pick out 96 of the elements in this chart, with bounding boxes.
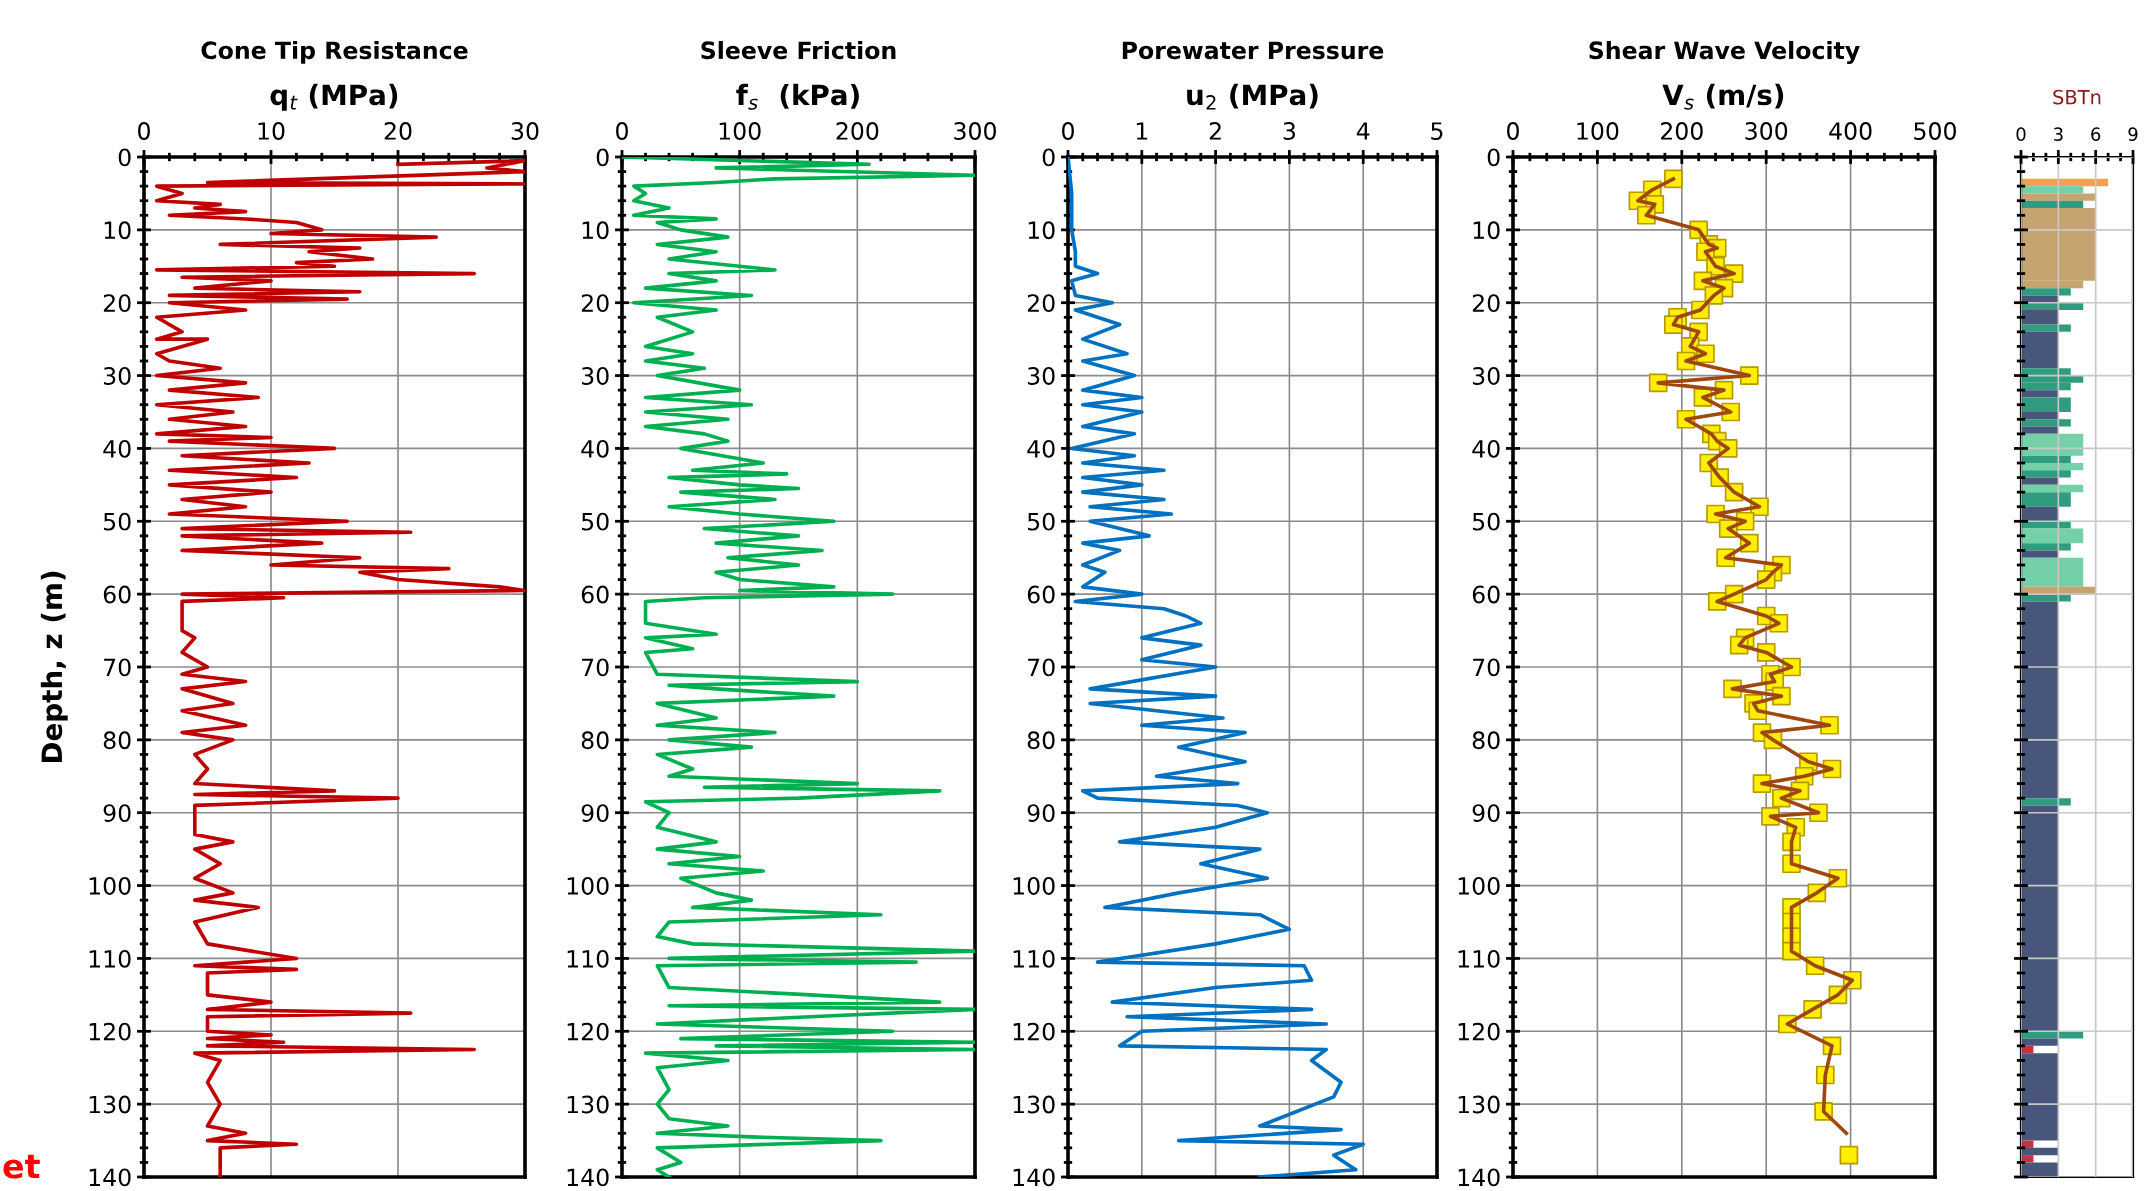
chart-title: SBTn	[2053, 89, 2101, 105]
y-tick-label: 140	[1458, 1168, 1500, 1187]
y-tick-label: 70	[104, 658, 131, 677]
x-tick-label: 3	[2053, 127, 2063, 141]
y-tick-label: 70	[582, 658, 609, 677]
chart-title: Porewater Pressure	[1122, 41, 1384, 60]
x-axis-title: f$_{s}$ (kPa)	[736, 83, 859, 110]
x-tick-label: 10	[258, 122, 285, 140]
y-tick-label: 140	[567, 1168, 609, 1187]
y-tick-label: 40	[1027, 439, 1055, 458]
x-tick-label: 2	[1209, 122, 1221, 140]
y-tick-label: 120	[1458, 1022, 1500, 1041]
chart-title: Shear Wave Velocity	[1589, 40, 1860, 64]
y-tick-label: 140	[1013, 1168, 1055, 1187]
y-tick-label: 140	[89, 1168, 131, 1187]
x-axis-title: u$_{2}$ (MPa)	[1187, 83, 1318, 110]
x-tick-label: 100	[719, 122, 761, 140]
x-tick-label: 300	[954, 122, 996, 140]
y-tick-label: 20	[1027, 294, 1055, 313]
y-tick-label: 130	[89, 1095, 131, 1114]
y-tick-label: 80	[1472, 731, 1500, 750]
y-tick-label: 90	[103, 804, 131, 823]
y-tick-label: 100	[1458, 877, 1500, 895]
y-tick-label: 70	[1473, 658, 1500, 677]
x-tick-label: 300	[1745, 122, 1788, 140]
x-tick-label: 0	[616, 122, 628, 140]
y-tick-label: 0	[1487, 148, 1500, 167]
y-tick-label: 30	[1472, 367, 1500, 385]
y-tick-label: 130	[1013, 1095, 1055, 1114]
x-tick-label: 30	[511, 122, 539, 140]
y-tick-label: 60	[1472, 585, 1500, 604]
x-tick-label: 0	[1062, 122, 1074, 140]
x-tick-label: 500	[1914, 122, 1956, 140]
y-tick-label: 50	[1472, 512, 1500, 531]
chart-title: Sleeve Friction	[701, 40, 896, 60]
y-tick-label: 0	[596, 148, 609, 167]
y-tick-label: 50	[103, 512, 131, 531]
y-tick-label: 90	[581, 804, 609, 823]
y-tick-label: 90	[1027, 804, 1055, 823]
line-series	[622, 157, 975, 1177]
x-tick-label: 4	[1356, 122, 1370, 140]
y-tick-label: 10	[1028, 221, 1055, 240]
x-axis-title: q$_{t}$ (MPa)	[270, 83, 398, 111]
y-tick-label: 100	[1013, 877, 1055, 895]
y-tick-label: 40	[103, 439, 131, 458]
y-tick-label: 120	[1013, 1022, 1055, 1041]
y-tick-label: 120	[89, 1022, 131, 1041]
chart-title: Cone Tip Resistance	[201, 40, 468, 64]
x-tick-label: 6	[2091, 127, 2101, 141]
y-tick-label: 130	[1458, 1095, 1500, 1114]
y-tick-label: 20	[103, 294, 131, 313]
y-tick-label: 90	[1472, 804, 1500, 823]
y-tick-label: 20	[1472, 294, 1500, 313]
y-tick-label: 10	[1473, 221, 1500, 240]
y-tick-label: 120	[567, 1022, 609, 1041]
y-tick-label: 100	[89, 877, 131, 895]
x-tick-label: 5	[1431, 122, 1443, 140]
text: et	[3, 1154, 40, 1179]
y-tick-label: 50	[1027, 512, 1055, 531]
y-tick-label: 60	[103, 585, 131, 604]
x-tick-label: 100	[1577, 122, 1619, 140]
y-tick-label: 110	[567, 949, 609, 968]
y-tick-label: 60	[1027, 585, 1055, 604]
y-tick-label: 20	[581, 294, 609, 313]
y-tick-label: 30	[1027, 367, 1055, 385]
y-tick-label: 110	[1013, 949, 1055, 968]
x-tick-label: 0	[138, 122, 150, 140]
y-tick-label: 10	[582, 221, 609, 240]
y-tick-label: 0	[1042, 148, 1055, 167]
x-tick-label: 9	[2128, 127, 2138, 141]
y-tick-label: 40	[581, 439, 609, 458]
x-tick-label: 0	[1507, 122, 1519, 140]
y-tick-label: 30	[581, 367, 609, 385]
x-tick-label: 3	[1283, 122, 1296, 140]
y-axis-title: Depth, z (m)	[40, 571, 68, 763]
y-tick-label: 130	[567, 1095, 609, 1114]
x-tick-label: 200	[1661, 122, 1703, 140]
y-tick-label: 40	[1472, 439, 1500, 458]
y-tick-label: 100	[567, 877, 609, 895]
y-tick-label: 60	[581, 585, 609, 604]
x-tick-label: 20	[384, 122, 412, 140]
y-tick-label: 80	[103, 731, 131, 750]
x-tick-label: 400	[1829, 122, 1872, 140]
y-tick-label: 80	[1027, 731, 1055, 750]
y-tick-label: 30	[103, 367, 131, 385]
y-tick-label: 80	[581, 731, 609, 750]
x-tick-label: 0	[2016, 127, 2026, 141]
x-tick-label: 200	[836, 122, 879, 140]
y-tick-label: 110	[1458, 949, 1500, 968]
y-tick-label: 50	[581, 512, 609, 531]
y-tick-label: 110	[89, 949, 131, 968]
y-tick-label: 10	[104, 221, 131, 240]
x-axis-title: V$_{s}$ (m/s)	[1662, 83, 1784, 110]
y-tick-label: 0	[118, 148, 131, 167]
y-tick-label: 70	[1028, 658, 1055, 677]
x-tick-label: 1	[1136, 122, 1148, 140]
